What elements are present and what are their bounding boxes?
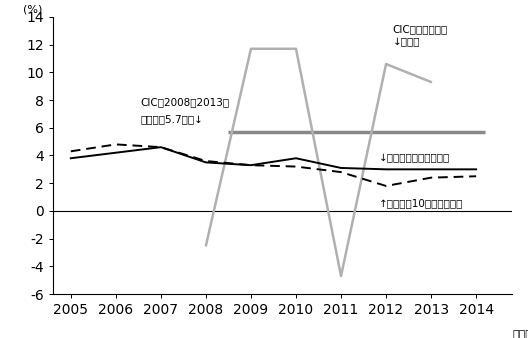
- Text: ↑米国債（10年物）利回り: ↑米国債（10年物）利回り: [379, 198, 464, 208]
- Text: CICの対外投資の
↓収益率: CICの対外投資の ↓収益率: [393, 24, 448, 47]
- Text: (%): (%): [23, 4, 42, 14]
- Text: （年）: （年）: [512, 330, 528, 338]
- Text: CIC（2008－2013年: CIC（2008－2013年: [140, 97, 230, 107]
- Text: 累計年率5.7％）↓: 累計年率5.7％）↓: [140, 114, 203, 124]
- Text: ↓中国の対外資産収益率: ↓中国の対外資産収益率: [379, 153, 450, 163]
